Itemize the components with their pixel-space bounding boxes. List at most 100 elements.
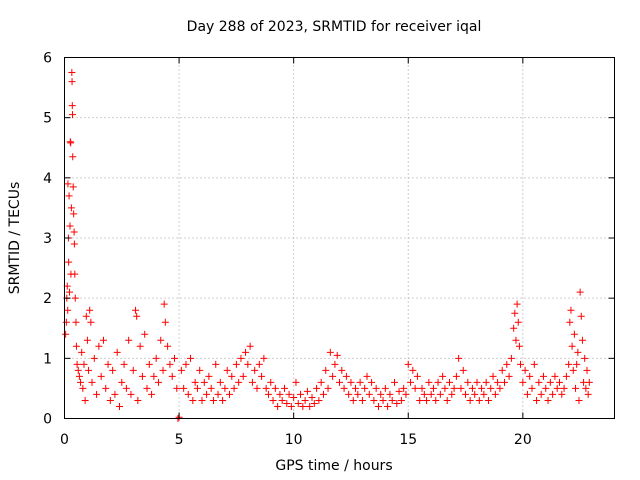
data-point bbox=[450, 384, 458, 392]
data-point bbox=[515, 342, 523, 350]
data-point bbox=[132, 306, 140, 314]
data-point bbox=[237, 354, 245, 362]
data-points bbox=[62, 69, 593, 422]
data-point bbox=[62, 318, 70, 326]
data-point bbox=[292, 378, 300, 386]
data-point bbox=[299, 402, 307, 410]
data-point bbox=[374, 402, 382, 410]
data-point bbox=[69, 111, 77, 119]
data-point bbox=[423, 396, 431, 404]
data-point bbox=[97, 372, 105, 380]
data-point bbox=[573, 360, 581, 368]
data-point bbox=[336, 378, 343, 386]
x-tick-label: 5 bbox=[175, 432, 184, 448]
data-point bbox=[253, 384, 261, 392]
data-point bbox=[427, 390, 435, 398]
data-point bbox=[264, 390, 272, 398]
data-point bbox=[370, 396, 378, 404]
data-point bbox=[498, 366, 506, 374]
data-point bbox=[308, 393, 316, 401]
data-point bbox=[79, 384, 87, 392]
data-point bbox=[546, 378, 554, 386]
data-point bbox=[549, 390, 557, 398]
data-point bbox=[319, 390, 327, 398]
data-point bbox=[198, 396, 206, 404]
data-point bbox=[68, 102, 76, 110]
data-point bbox=[111, 390, 119, 398]
data-point bbox=[368, 378, 376, 386]
data-point bbox=[71, 270, 79, 278]
data-point bbox=[407, 378, 415, 386]
data-point bbox=[65, 258, 73, 266]
data-point bbox=[386, 390, 394, 398]
data-point bbox=[125, 336, 133, 344]
data-point bbox=[468, 384, 476, 392]
data-point bbox=[148, 390, 156, 398]
data-point bbox=[145, 360, 153, 368]
data-point bbox=[514, 318, 522, 326]
data-point bbox=[72, 342, 80, 350]
data-point bbox=[317, 378, 325, 386]
data-point bbox=[294, 399, 302, 407]
data-point bbox=[209, 396, 217, 404]
data-point bbox=[90, 354, 98, 362]
data-point bbox=[281, 384, 288, 392]
data-point bbox=[512, 336, 520, 344]
data-point bbox=[276, 390, 284, 398]
data-point bbox=[80, 360, 88, 368]
data-point bbox=[69, 183, 77, 191]
data-point bbox=[491, 390, 499, 398]
data-point bbox=[582, 384, 590, 392]
data-point bbox=[581, 354, 589, 362]
data-point bbox=[95, 342, 103, 350]
data-point bbox=[73, 360, 81, 368]
data-point bbox=[566, 318, 574, 326]
data-point bbox=[363, 372, 371, 380]
data-point bbox=[88, 378, 96, 386]
data-point bbox=[553, 384, 561, 392]
data-point bbox=[452, 372, 460, 380]
data-point bbox=[223, 366, 231, 374]
data-point bbox=[471, 390, 479, 398]
data-point bbox=[65, 192, 73, 200]
data-point bbox=[274, 402, 282, 410]
data-point bbox=[420, 390, 428, 398]
data-point bbox=[85, 366, 93, 374]
data-point bbox=[439, 372, 447, 380]
data-point bbox=[239, 372, 247, 380]
data-point bbox=[118, 378, 126, 386]
data-point bbox=[429, 384, 437, 392]
data-point bbox=[216, 378, 224, 386]
data-point bbox=[526, 372, 534, 380]
axis-ticks bbox=[64, 57, 615, 419]
data-point bbox=[93, 390, 101, 398]
data-point bbox=[271, 384, 279, 392]
data-point bbox=[70, 228, 78, 236]
data-point bbox=[242, 348, 250, 356]
data-point bbox=[203, 390, 211, 398]
data-point bbox=[457, 384, 465, 392]
data-point bbox=[338, 366, 346, 374]
data-point bbox=[487, 384, 495, 392]
data-point bbox=[207, 384, 215, 392]
data-point bbox=[152, 354, 160, 362]
data-point bbox=[290, 393, 298, 401]
data-point bbox=[214, 390, 222, 398]
data-point bbox=[568, 342, 576, 350]
data-point bbox=[322, 366, 330, 374]
data-point bbox=[489, 372, 497, 380]
x-tick-label: 20 bbox=[514, 432, 532, 448]
data-point bbox=[395, 387, 403, 395]
y-tick-label: 6 bbox=[43, 51, 52, 67]
data-point bbox=[109, 366, 117, 374]
data-point bbox=[168, 372, 176, 380]
data-point bbox=[160, 300, 168, 308]
data-point bbox=[283, 399, 291, 407]
data-point bbox=[82, 312, 90, 320]
data-point bbox=[377, 390, 385, 398]
data-point bbox=[402, 390, 410, 398]
data-point bbox=[221, 384, 229, 392]
data-point bbox=[542, 384, 550, 392]
data-point bbox=[436, 390, 444, 398]
data-point bbox=[558, 390, 566, 398]
